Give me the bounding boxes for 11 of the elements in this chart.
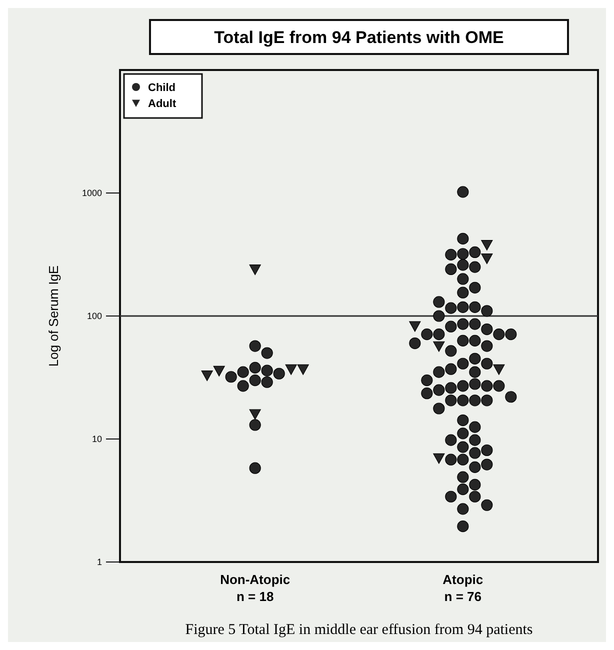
y-tick-label: 10: [92, 434, 102, 444]
legend-label: Child: [148, 82, 176, 94]
caption: Figure 5 Total IgE in middle ear effusion from 94 patients: [185, 622, 533, 638]
x-tick-label: Non-Atopic n = 18: [220, 572, 290, 604]
y-tick-label: 100: [86, 311, 102, 321]
legend-label: Adult: [148, 98, 176, 110]
chart-title: Total IgE from 94 Patients with OME: [214, 28, 504, 47]
y-tick-label: 1000: [82, 188, 102, 198]
y-tick-label: 1: [96, 557, 102, 567]
x-tick-label: Atopic n = 76: [442, 572, 484, 604]
y-axis-title: Log of Serum IgE: [46, 265, 61, 367]
